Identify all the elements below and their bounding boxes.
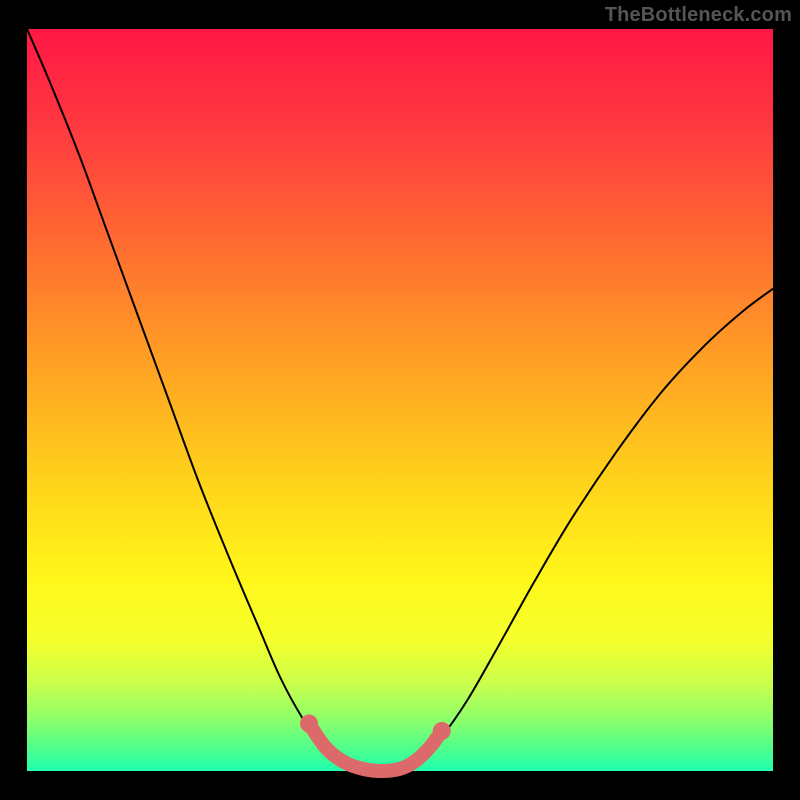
bottleneck-chart [0,0,800,800]
optimal-range-start-marker [300,715,318,733]
optimal-range-end-marker [433,722,451,740]
watermark-text: TheBottleneck.com [605,4,792,27]
chart-container: TheBottleneck.com [0,0,800,800]
gradient-background [27,29,773,771]
